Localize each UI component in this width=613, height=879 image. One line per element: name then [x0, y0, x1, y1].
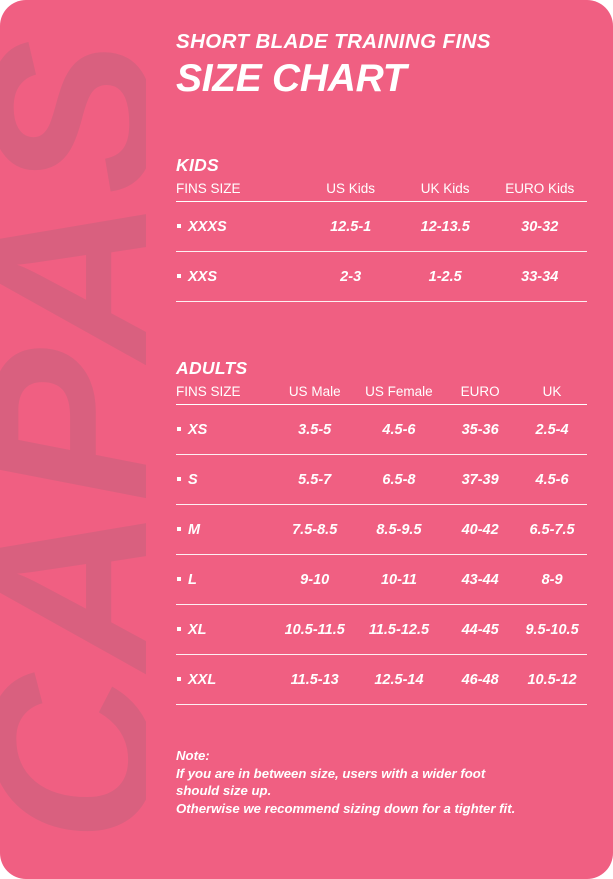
adults-col-us-male: US Male [274, 384, 355, 406]
kids-row-size: XXXS [176, 201, 304, 253]
adults-row-uk: 8-9 [517, 554, 587, 606]
adults-row-us-male: 11.5-13 [274, 654, 355, 706]
kids-col-fins-size: FINS SIZE [176, 181, 304, 203]
adults-row-us-female: 11.5-12.5 [354, 604, 444, 656]
table-row: S 5.5-7 6.5-8 37-39 4.5-6 [176, 454, 587, 506]
adults-row-us-female: 8.5-9.5 [354, 504, 444, 556]
adults-row-euro: 43-44 [443, 554, 518, 606]
adults-row-euro: 37-39 [443, 454, 518, 506]
sizing-note: Note: If you are in between size, users … [176, 747, 587, 817]
adults-row-euro: 40-42 [443, 504, 518, 556]
adults-row-us-female: 6.5-8 [354, 454, 444, 506]
kids-row-euro: 30-32 [492, 201, 587, 253]
adults-row-us-female: 10-11 [354, 554, 444, 606]
note-line-1: If you are in between size, users with a… [176, 765, 486, 781]
adults-size-table: FINS SIZE US Male US Female EURO UK XS 3… [176, 384, 587, 706]
adults-row-us-male: 10.5-11.5 [274, 604, 355, 656]
brand-watermark: CAPAS [0, 0, 146, 879]
bullet-icon [177, 677, 181, 682]
header-kicker: SHORT BLADE TRAINING FINS [176, 30, 491, 53]
adults-col-fins-size: FINS SIZE [176, 384, 275, 406]
page-title: SIZE CHART [176, 56, 407, 100]
kids-row-us: 2-3 [303, 251, 398, 303]
kids-header-row: FINS SIZE US Kids UK Kids EURO Kids [176, 181, 587, 203]
table-row: XL 10.5-11.5 11.5-12.5 44-45 9.5-10.5 [176, 604, 587, 656]
table-row: L 9-10 10-11 43-44 8-9 [176, 554, 587, 606]
kids-row-uk: 12-13.5 [397, 201, 493, 253]
kids-section: KIDS FINS SIZE US Kids UK Kids EURO Kids… [176, 155, 587, 303]
table-row: XS 3.5-5 4.5-6 35-36 2.5-4 [176, 404, 587, 456]
table-row: XXXS 12.5-1 12-13.5 30-32 [176, 201, 587, 253]
adults-row-size: XS [176, 404, 275, 456]
adults-row-us-female: 12.5-14 [354, 654, 444, 706]
adults-row-euro: 35-36 [443, 404, 518, 456]
bullet-icon [177, 577, 181, 582]
adults-section: ADULTS FINS SIZE US Male US Female EURO … [176, 358, 587, 706]
adults-row-uk: 9.5-10.5 [517, 604, 587, 656]
adults-row-uk: 10.5-12 [517, 654, 587, 706]
adults-row-euro: 46-48 [443, 654, 518, 706]
adults-row-size: XXL [176, 654, 275, 706]
adults-row-uk: 2.5-4 [517, 404, 587, 456]
adults-row-uk: 4.5-6 [517, 454, 587, 506]
adults-col-us-female: US Female [354, 384, 444, 406]
adults-row-us-male: 3.5-5 [274, 404, 355, 456]
note-line-2: should size up. [176, 783, 272, 799]
chart-content: SHORT BLADE TRAINING FINS SIZE CHART KID… [176, 0, 613, 879]
bullet-icon [177, 427, 181, 432]
bullet-icon [177, 527, 181, 532]
adults-row-us-male: 9-10 [274, 554, 355, 606]
adults-row-size: S [176, 454, 275, 506]
adults-row-us-male: 7.5-8.5 [274, 504, 355, 556]
kids-row-uk: 1-2.5 [397, 251, 493, 303]
kids-section-title: KIDS [176, 155, 220, 176]
table-row: XXS 2-3 1-2.5 33-34 [176, 251, 587, 303]
table-row: M 7.5-8.5 8.5-9.5 40-42 6.5-7.5 [176, 504, 587, 556]
adults-col-euro: EURO [443, 384, 518, 406]
kids-row-euro: 33-34 [492, 251, 587, 303]
kids-col-euro-kids: EURO Kids [492, 181, 587, 203]
adults-row-uk: 6.5-7.5 [517, 504, 587, 556]
watermark-text: CAPAS [0, 37, 146, 842]
kids-row-us: 12.5-1 [303, 201, 398, 253]
adults-row-us-male: 5.5-7 [274, 454, 355, 506]
adults-row-size: L [176, 554, 275, 606]
kids-col-us-kids: US Kids [303, 181, 398, 203]
bullet-icon [177, 224, 181, 229]
adults-section-title: ADULTS [176, 358, 248, 379]
adults-row-us-female: 4.5-6 [354, 404, 444, 456]
kids-row-size: XXS [176, 251, 304, 303]
note-label: Note: [176, 748, 210, 764]
bullet-icon [177, 274, 181, 279]
adults-row-size: XL [176, 604, 275, 656]
bullet-icon [177, 477, 181, 482]
bullet-icon [177, 627, 181, 632]
adults-row-euro: 44-45 [443, 604, 518, 656]
adults-row-size: M [176, 504, 275, 556]
note-line-3: Otherwise we recommend sizing down for a… [176, 800, 516, 816]
adults-col-uk: UK [517, 384, 587, 406]
table-row: XXL 11.5-13 12.5-14 46-48 10.5-12 [176, 654, 587, 706]
kids-col-uk-kids: UK Kids [397, 181, 493, 203]
adults-header-row: FINS SIZE US Male US Female EURO UK [176, 384, 587, 406]
kids-size-table: FINS SIZE US Kids UK Kids EURO Kids XXXS… [176, 181, 587, 303]
